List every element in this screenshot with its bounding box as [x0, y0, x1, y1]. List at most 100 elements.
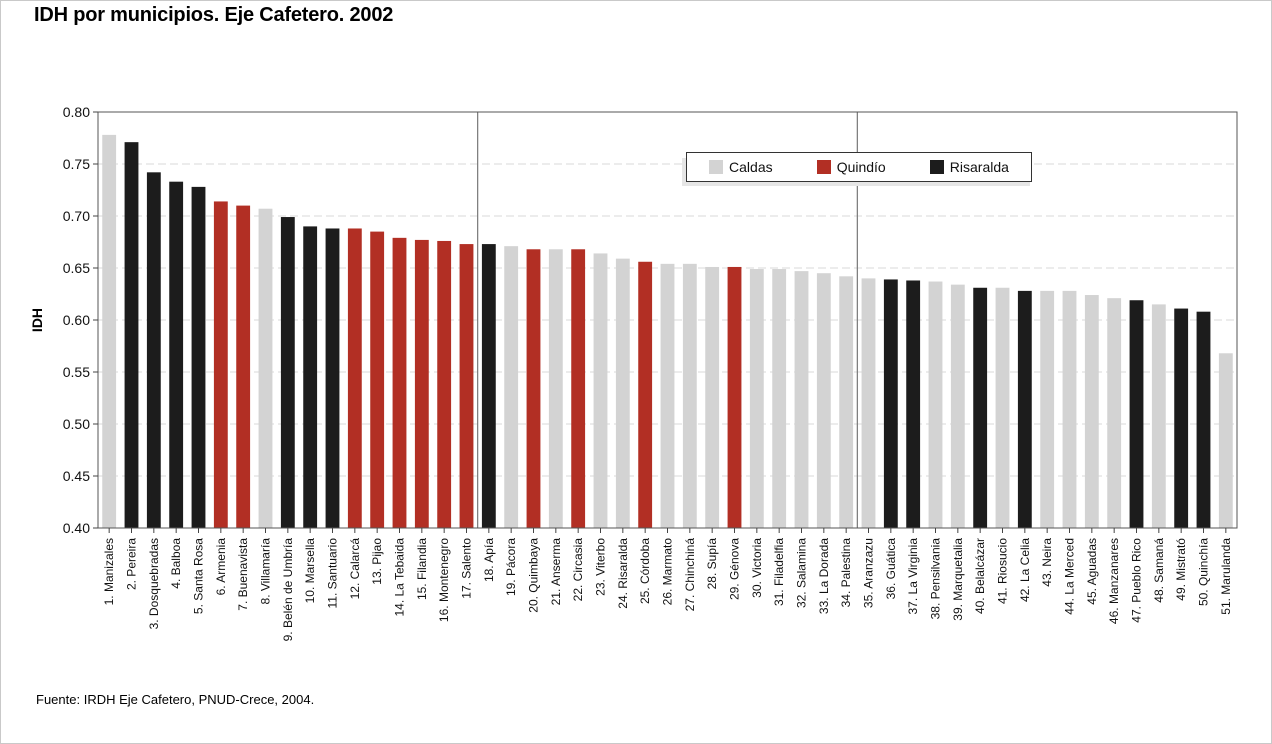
bar: [571, 249, 586, 528]
bar: [1084, 295, 1099, 528]
legend-label-risaralda: Risaralda: [949, 159, 1009, 175]
bar: [705, 266, 720, 528]
bar: [504, 246, 519, 528]
bar: [370, 231, 385, 528]
x-tick-label: 41. Riosucio: [996, 538, 1010, 604]
x-tick-label: 17. Salento: [460, 538, 474, 599]
bar: [1218, 353, 1233, 528]
bar: [1040, 290, 1055, 528]
bar: [816, 273, 831, 528]
x-tick-label: 24. Risaralda: [616, 538, 630, 609]
x-tick-label: 10. Marsella: [303, 538, 317, 604]
y-tick-label: 0.80: [63, 104, 90, 120]
bar: [481, 244, 496, 528]
legend-item-caldas: Caldas: [709, 159, 773, 175]
bar: [1196, 311, 1211, 528]
x-tick-label: 11. Santuario: [326, 538, 340, 609]
bar: [950, 284, 965, 528]
source-note: Fuente: IRDH Eje Cafetero, PNUD-Crece, 2…: [36, 692, 314, 707]
legend-swatch-caldas: [709, 160, 724, 174]
x-tick-label: 32. Salamina: [795, 538, 809, 608]
y-tick-label: 0.60: [63, 312, 90, 328]
bar: [526, 249, 541, 528]
x-tick-label: 18. Apía: [482, 538, 496, 582]
x-tick-labels: 1. Manizales 2. Pereira 3. Dosquebradas 4. …: [102, 528, 1233, 641]
bar: [727, 266, 742, 528]
x-tick-label: 9. Belén de Umbría: [281, 538, 295, 642]
x-tick-label: 35. Aranzazu: [862, 538, 876, 608]
bars: [102, 134, 1233, 529]
x-tick-label: 22. Circasia: [571, 538, 585, 602]
legend-swatch-quindio: [816, 160, 831, 174]
bar: [794, 271, 809, 528]
x-tick-label: 39. Marquetalia: [951, 538, 965, 621]
x-tick-label: 3. Dosquebradas: [147, 538, 161, 629]
y-tick-label: 0.55: [63, 364, 90, 380]
legend-label-caldas: Caldas: [729, 159, 773, 175]
bar: [973, 287, 988, 528]
x-tick-label: 1. Manizales: [102, 538, 116, 605]
bar: [749, 269, 764, 528]
x-tick-label: 19. Pácora: [504, 538, 518, 596]
y-tick-label: 0.50: [63, 416, 90, 432]
source-label: Fuente:: [36, 692, 81, 707]
bar: [906, 280, 921, 528]
bar: [236, 205, 251, 528]
bar: [1017, 290, 1032, 528]
x-tick-label: 44. La Merced: [1063, 538, 1077, 615]
x-tick-label: 46. Manzanares: [1107, 538, 1121, 624]
bar: [347, 228, 362, 529]
x-tick-label: 28. Supía: [705, 538, 719, 590]
x-tick-label: 40. Belalcázar: [973, 538, 987, 614]
y-tick-label: 0.65: [63, 260, 90, 276]
bar: [392, 237, 407, 528]
x-tick-label: 30. Victoria: [750, 538, 764, 598]
legend-label-quindio: Quindío: [836, 159, 886, 175]
bar: [995, 287, 1010, 528]
bar: [682, 263, 697, 528]
y-axis-label: IDH: [29, 308, 45, 332]
bar: [1062, 290, 1077, 528]
x-tick-label: 8. Villamaría: [259, 538, 273, 605]
bar: [548, 249, 563, 528]
x-tick-label: 43. Neira: [1040, 538, 1054, 587]
bar: [1174, 308, 1189, 528]
x-tick-label: 34. Palestina: [839, 538, 853, 608]
x-tick-label: 37. La Virginia: [906, 538, 920, 615]
legend-item-quindio: Quindío: [816, 159, 886, 175]
bar: [102, 134, 117, 528]
x-tick-label: 4. Balboa: [169, 538, 183, 589]
x-tick-label: 12. Calarcá: [348, 538, 362, 600]
bar: [638, 261, 653, 528]
x-tick-label: 2. Pereira: [125, 538, 139, 590]
bar: [414, 239, 429, 529]
y-tick-label: 0.40: [63, 520, 90, 536]
x-tick-label: 50. Quinchía: [1197, 538, 1211, 606]
bar: [772, 269, 787, 528]
x-tick-label: 5. Santa Rosa: [192, 538, 206, 614]
x-tick-label: 51. Marulanda: [1219, 538, 1233, 615]
bar: [191, 186, 206, 528]
x-tick-label: 7. Buenavista: [236, 538, 250, 611]
x-tick-label: 49. Mistrató: [1174, 538, 1188, 601]
x-tick-label: 20. Quimbaya: [527, 538, 541, 613]
bar: [660, 263, 675, 528]
x-tick-label: 36. Guática: [884, 538, 898, 600]
bar: [280, 217, 295, 529]
x-tick-label: 47. Pueblo Rico: [1130, 538, 1144, 623]
bar: [1107, 298, 1122, 528]
bar: [593, 253, 608, 528]
source-text: IRDH Eje Cafetero, PNUD-Crece, 2004.: [83, 692, 315, 707]
x-tick-label: 31. Filadelfia: [772, 538, 786, 606]
y-tick-label: 0.45: [63, 468, 90, 484]
x-tick-label: 33. La Dorada: [817, 538, 831, 614]
y-tick-label: 0.70: [63, 208, 90, 224]
x-tick-label: 42. La Celia: [1018, 538, 1032, 602]
x-tick-label: 25. Córdoba: [638, 538, 652, 604]
chart-title: IDH por municipios. Eje Cafetero. 2002: [34, 4, 394, 26]
bar: [437, 240, 452, 528]
x-tick-label: 38. Pensilvania: [929, 538, 943, 620]
x-tick-label: 29. Génova: [728, 538, 742, 600]
bar: [615, 258, 630, 528]
x-tick-label: 23. Viterbo: [594, 538, 608, 596]
